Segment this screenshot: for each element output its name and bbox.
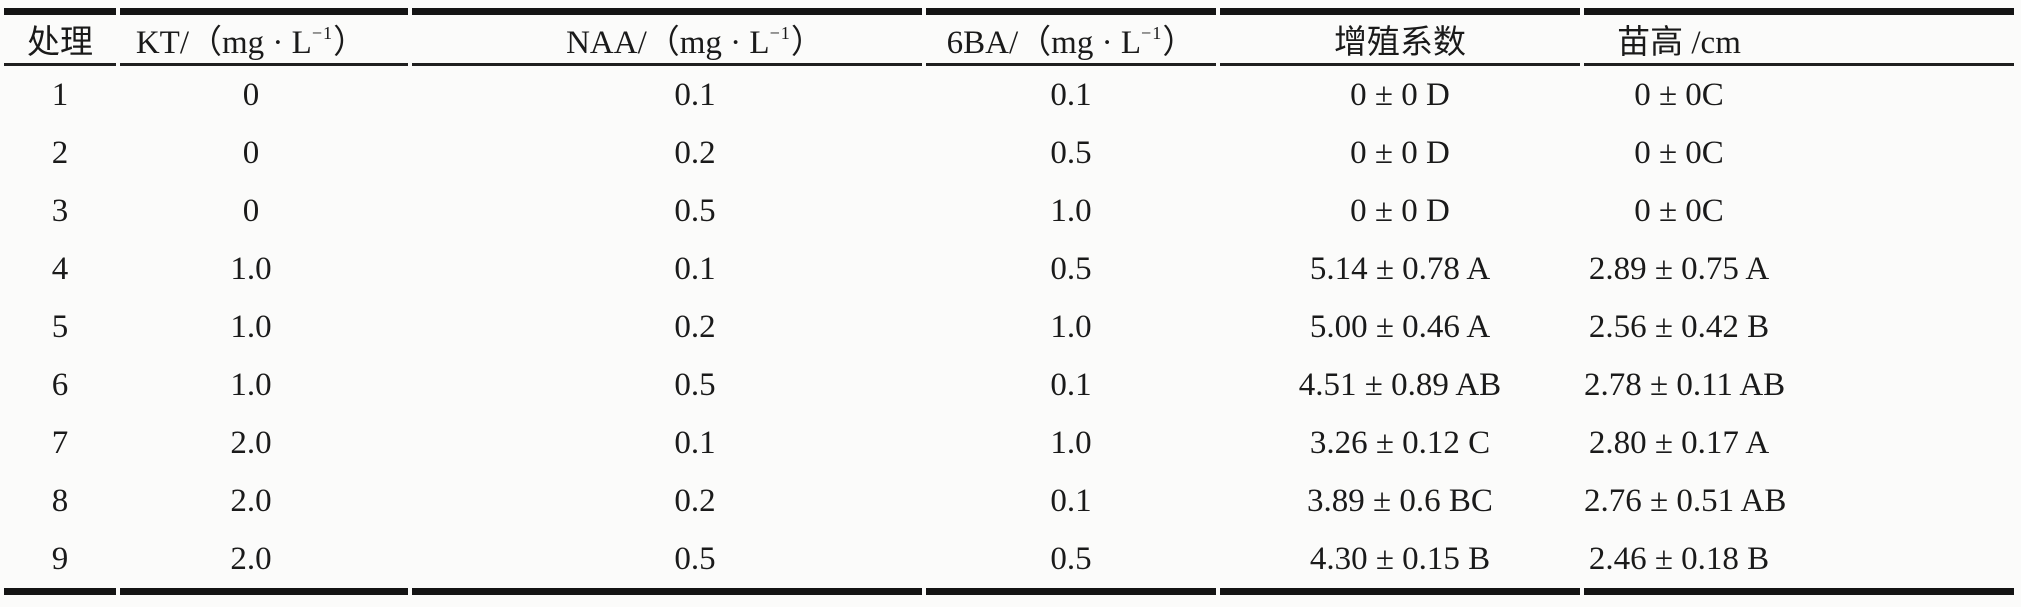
kt-unit-close: ） [333, 25, 367, 61]
table-row: 4 1.0 0.1 0.5 5.14 ± 0.78 A 2.89 ± 0.75 … [4, 240, 2014, 298]
cell-kt: 0 [242, 134, 260, 171]
6ba-unit-text: 6BA/（mg · L [946, 25, 1141, 61]
cell-kt: 1.0 [230, 250, 272, 287]
table-row: 8 2.0 0.2 0.1 3.89 ± 0.6 BC 2.76 ± 0.51 … [4, 472, 2014, 530]
cell-seedling-height: 2.76 ± 0.51 AB [1584, 482, 1787, 519]
cell-6ba: 0.5 [1050, 134, 1092, 171]
table-row: 2 0 0.2 0.5 0 ± 0 D 0 ± 0C [4, 124, 2014, 182]
cell-multiplication-coefficient: 3.26 ± 0.12 C [1309, 424, 1491, 461]
col-header-seedling-height: 苗高 /cm [1584, 8, 2014, 66]
cell-naa: 0.1 [674, 424, 716, 461]
col-header-treatment: 处理 [4, 8, 116, 66]
cell-treatment: 2 [51, 134, 69, 171]
naa-unit-superscript: −1 [769, 23, 791, 43]
table-row: 1 0 0.1 0.1 0 ± 0 D 0 ± 0C [4, 66, 2014, 124]
col-header-naa: NAA/（mg · L−1） [412, 8, 922, 66]
col-header-6ba: 6BA/（mg · L−1） [926, 8, 1216, 66]
cell-multiplication-coefficient: 5.14 ± 0.78 A [1309, 250, 1491, 287]
cell-seedling-height: 2.78 ± 0.11 AB [1584, 366, 1786, 403]
cell-multiplication-coefficient: 4.51 ± 0.89 AB [1298, 366, 1502, 403]
cell-seedling-height: 2.80 ± 0.17 A [1588, 424, 1770, 461]
cell-treatment: 4 [51, 250, 69, 287]
cell-6ba: 1.0 [1050, 192, 1092, 229]
cell-seedling-height: 2.46 ± 0.18 B [1584, 530, 2014, 595]
cell-seedling-height: 0 ± 0C [1634, 134, 1724, 171]
cell-multiplication-coefficient: 5.00 ± 0.46 A [1309, 308, 1491, 345]
cell-naa: 0.5 [412, 530, 922, 595]
col-header-kt: KT/（mg · L−1） [120, 8, 408, 66]
cell-seedling-height: 0 ± 0C [1634, 192, 1724, 229]
cell-6ba: 0.5 [926, 530, 1216, 595]
cell-seedling-height: 0 ± 0C [1634, 76, 1724, 113]
col-header-multiplication-coefficient: 增殖系数 [1220, 8, 1580, 66]
cell-multiplication-coefficient: 4.30 ± 0.15 B [1220, 530, 1580, 595]
table-row: 7 2.0 0.1 1.0 3.26 ± 0.12 C 2.80 ± 0.17 … [4, 414, 2014, 472]
kt-unit-text: KT/（mg · L [135, 25, 312, 61]
cell-treatment: 8 [51, 482, 69, 519]
cell-6ba: 0.1 [1050, 482, 1092, 519]
cell-6ba: 0.5 [1050, 250, 1092, 287]
cell-kt: 2.0 [230, 424, 272, 461]
cell-treatment: 5 [51, 308, 69, 345]
cell-kt: 0 [242, 76, 260, 113]
6ba-unit-superscript: −1 [1141, 23, 1163, 43]
6ba-unit-close: ） [1162, 25, 1196, 61]
cell-kt: 2.0 [120, 530, 408, 595]
cell-seedling-height: 2.89 ± 0.75 A [1588, 250, 1770, 287]
cell-naa: 0.1 [674, 250, 716, 287]
cell-multiplication-coefficient: 0 ± 0 D [1350, 134, 1450, 171]
table-body: 1 0 0.1 0.1 0 ± 0 D 0 ± 0C 2 0 0.2 0.5 0… [4, 66, 2014, 595]
cell-multiplication-coefficient: 3.89 ± 0.6 BC [1307, 482, 1493, 519]
cell-naa: 0.1 [674, 76, 716, 113]
table-row: 5 1.0 0.2 1.0 5.00 ± 0.46 A 2.56 ± 0.42 … [4, 298, 2014, 356]
cell-6ba: 1.0 [1050, 308, 1092, 345]
cell-kt: 0 [242, 192, 260, 229]
cell-naa: 0.2 [674, 308, 716, 345]
cell-naa: 0.5 [674, 366, 716, 403]
cell-6ba: 1.0 [1050, 424, 1092, 461]
cell-kt: 1.0 [230, 366, 272, 403]
cell-6ba: 0.1 [1050, 366, 1092, 403]
cell-6ba: 0.1 [1050, 76, 1092, 113]
table-row: 9 2.0 0.5 0.5 4.30 ± 0.15 B 2.46 ± 0.18 … [4, 530, 2014, 595]
cell-kt: 1.0 [230, 308, 272, 345]
cell-treatment: 1 [51, 76, 69, 113]
naa-unit-text: NAA/（mg · L [566, 25, 770, 61]
header-row: 处理 KT/（mg · L−1） NAA/（mg · L−1） 6BA/（mg … [4, 8, 2014, 66]
cell-treatment: 9 [4, 530, 116, 595]
kt-unit-superscript: −1 [311, 23, 334, 43]
cell-naa: 0.2 [674, 482, 716, 519]
cell-treatment: 7 [51, 424, 69, 461]
cell-kt: 2.0 [230, 482, 272, 519]
naa-unit-close: ） [790, 25, 824, 61]
cell-multiplication-coefficient: 0 ± 0 D [1350, 192, 1450, 229]
table-row: 6 1.0 0.5 0.1 4.51 ± 0.89 AB 2.78 ± 0.11… [4, 356, 2014, 414]
cell-seedling-height: 2.56 ± 0.42 B [1588, 308, 1770, 345]
table-header: 处理 KT/（mg · L−1） NAA/（mg · L−1） 6BA/（mg … [4, 8, 2014, 66]
cell-multiplication-coefficient: 0 ± 0 D [1350, 76, 1450, 113]
cell-naa: 0.2 [674, 134, 716, 171]
cell-treatment: 3 [51, 192, 69, 229]
table-row: 3 0 0.5 1.0 0 ± 0 D 0 ± 0C [4, 182, 2014, 240]
cell-treatment: 6 [51, 366, 69, 403]
cell-naa: 0.5 [674, 192, 716, 229]
treatment-results-table: 处理 KT/（mg · L−1） NAA/（mg · L−1） 6BA/（mg … [0, 8, 2018, 595]
